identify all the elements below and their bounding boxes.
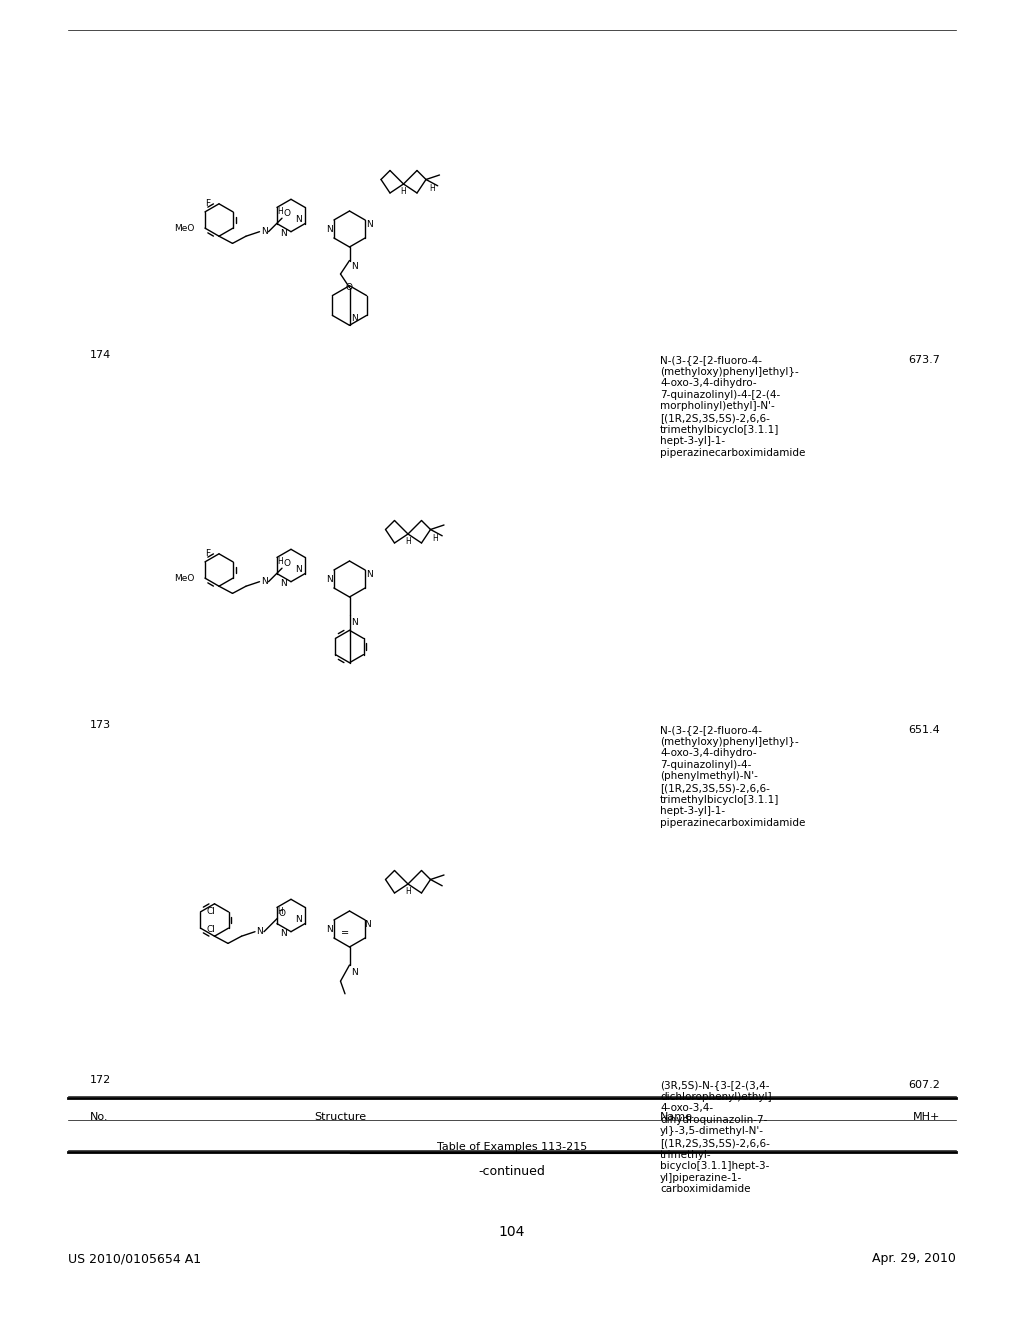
Text: 104: 104 xyxy=(499,1225,525,1239)
Text: =: = xyxy=(341,928,349,939)
Text: O: O xyxy=(283,209,290,218)
Text: N: N xyxy=(295,565,302,574)
Text: H: H xyxy=(278,206,283,215)
Text: (3R,5S)-N-{3-[2-(3,4-
dichlorophenyl)ethyl]
4-oxo-3,4-
dihydroquinazolin-7-
yl}-: (3R,5S)-N-{3-[2-(3,4- dichlorophenyl)eth… xyxy=(660,1080,772,1195)
Text: N: N xyxy=(366,220,373,228)
Text: N: N xyxy=(327,224,333,234)
Text: O: O xyxy=(283,560,290,568)
Text: N: N xyxy=(327,924,333,933)
Text: N: N xyxy=(281,579,287,587)
Text: US 2010/0105654 A1: US 2010/0105654 A1 xyxy=(68,1251,201,1265)
Text: Table of Examples 113-215: Table of Examples 113-215 xyxy=(437,1142,587,1152)
Text: 172: 172 xyxy=(90,1074,112,1085)
Text: 607.2: 607.2 xyxy=(908,1080,940,1090)
Text: N: N xyxy=(261,577,267,586)
Text: H: H xyxy=(429,183,435,193)
Text: N: N xyxy=(295,916,302,924)
Text: 651.4: 651.4 xyxy=(908,725,940,735)
Text: Structure: Structure xyxy=(314,1111,366,1122)
Text: 673.7: 673.7 xyxy=(908,355,940,366)
Text: 174: 174 xyxy=(90,350,112,360)
Text: N: N xyxy=(365,920,371,929)
Text: H: H xyxy=(400,186,407,195)
Text: N: N xyxy=(350,263,357,272)
Text: H: H xyxy=(432,535,438,543)
Text: H: H xyxy=(406,537,411,545)
Text: N: N xyxy=(327,574,333,583)
Text: N: N xyxy=(256,927,263,936)
Text: N: N xyxy=(261,227,267,236)
Text: N-(3-{2-[2-fluoro-4-
(methyloxy)phenyl]ethyl}-
4-oxo-3,4-dihydro-
7-quinazolinyl: N-(3-{2-[2-fluoro-4- (methyloxy)phenyl]e… xyxy=(660,725,805,828)
Text: N: N xyxy=(350,968,357,977)
Text: No.: No. xyxy=(90,1111,109,1122)
Text: Name: Name xyxy=(660,1111,693,1122)
Text: O: O xyxy=(346,282,353,292)
Text: N-(3-{2-[2-fluoro-4-
(methyloxy)phenyl]ethyl}-
4-oxo-3,4-dihydro-
7-quinazolinyl: N-(3-{2-[2-fluoro-4- (methyloxy)phenyl]e… xyxy=(660,355,805,458)
Text: F: F xyxy=(205,549,210,558)
Text: N: N xyxy=(281,929,287,939)
Text: Apr. 29, 2010: Apr. 29, 2010 xyxy=(872,1251,956,1265)
Text: N: N xyxy=(295,215,302,224)
Text: H: H xyxy=(406,887,411,896)
Text: MeO: MeO xyxy=(174,574,195,582)
Text: H: H xyxy=(278,557,283,565)
Text: MeO: MeO xyxy=(174,223,195,232)
Text: N: N xyxy=(281,228,287,238)
Text: Cl: Cl xyxy=(207,925,216,935)
Text: N: N xyxy=(350,314,357,322)
Text: F: F xyxy=(205,199,210,209)
Text: 173: 173 xyxy=(90,719,112,730)
Text: MH+: MH+ xyxy=(912,1111,940,1122)
Text: N: N xyxy=(366,570,373,579)
Text: N: N xyxy=(350,618,357,627)
Text: Cl: Cl xyxy=(207,907,216,916)
Text: H: H xyxy=(278,907,283,916)
Text: O: O xyxy=(279,909,286,919)
Text: -continued: -continued xyxy=(478,1166,546,1177)
